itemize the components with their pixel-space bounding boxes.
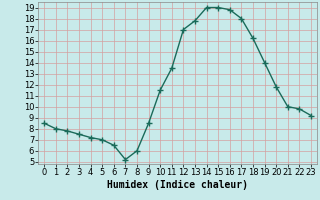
X-axis label: Humidex (Indice chaleur): Humidex (Indice chaleur) — [107, 180, 248, 190]
